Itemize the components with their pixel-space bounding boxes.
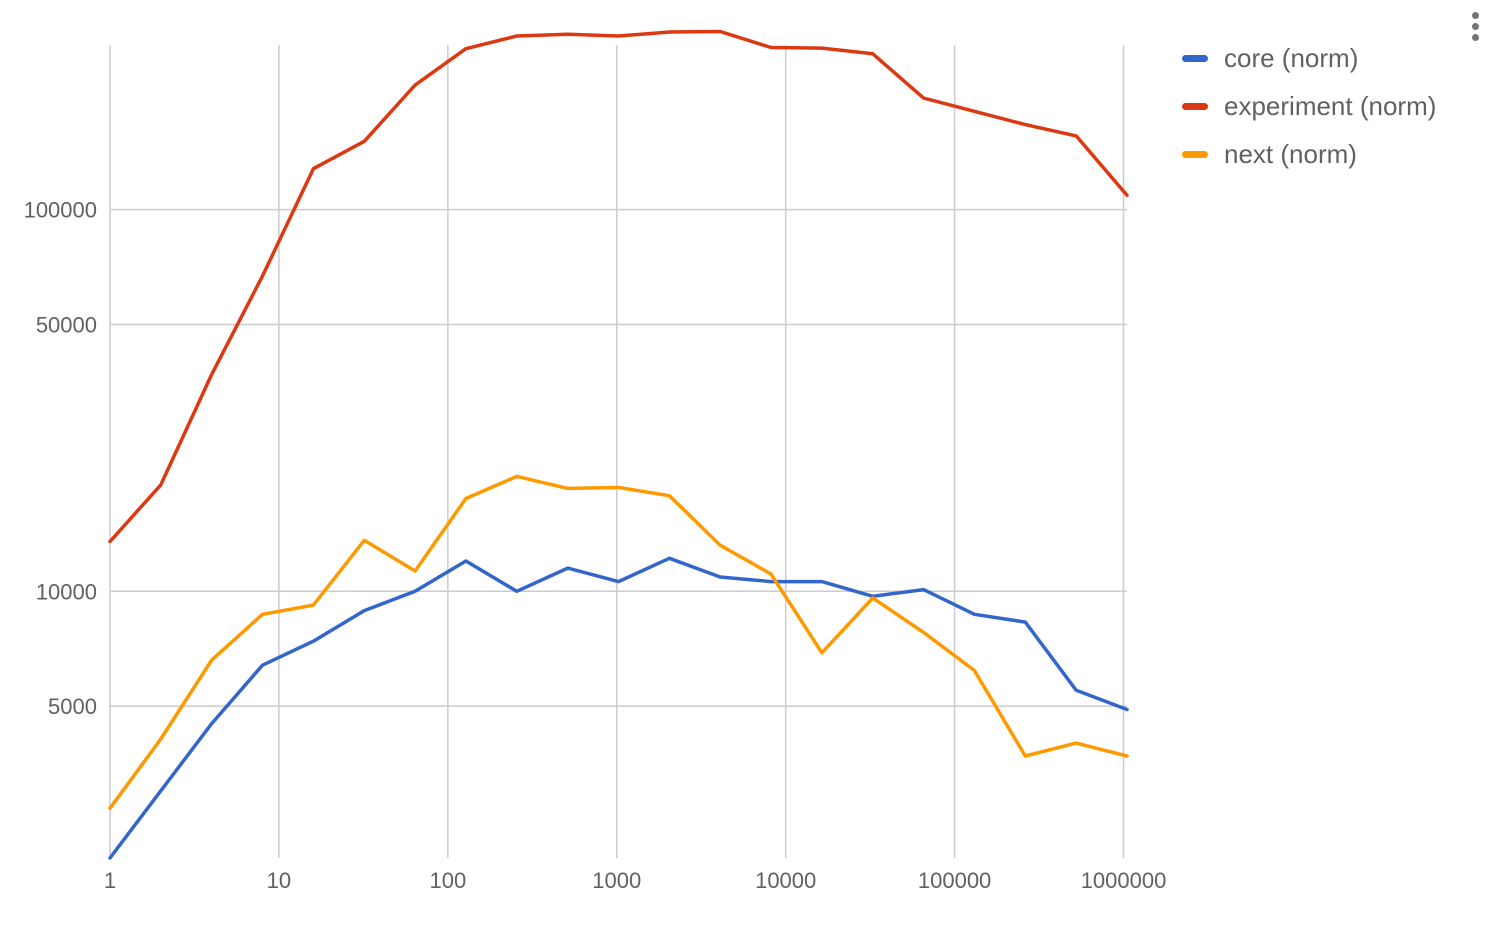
x-tick-label: 100	[429, 868, 466, 893]
legend-item-experiment[interactable]: experiment (norm)	[1182, 82, 1436, 130]
y-tick-label: 100000	[24, 198, 97, 223]
series-line-next	[108, 474, 1129, 811]
y-tick-label: 50000	[36, 313, 97, 338]
menu-dot	[1471, 11, 1479, 19]
x-tick-label: 1000	[592, 868, 641, 893]
y-tick-label: 10000	[36, 579, 97, 604]
grid-lines	[109, 45, 1127, 858]
more-vertical-icon[interactable]	[1462, 8, 1488, 44]
y-tick-label: 5000	[48, 694, 97, 719]
legend-item-next[interactable]: next (norm)	[1182, 130, 1436, 178]
menu-dot	[1471, 33, 1479, 41]
x-tick-label: 10	[267, 868, 291, 893]
legend-swatch-next	[1182, 150, 1208, 158]
legend-label-next: next (norm)	[1224, 138, 1357, 169]
menu-dot	[1471, 22, 1479, 30]
legend-swatch-core	[1182, 54, 1208, 62]
series-line-core	[108, 556, 1129, 860]
x-tick-label: 1	[104, 868, 116, 893]
axis-tick-labels: 1 10 100 1000 10000 100000 1000000 5000 10000 500…	[24, 198, 1167, 893]
series-line-experiment	[108, 29, 1129, 544]
legend-item-core[interactable]: core (norm)	[1182, 34, 1436, 82]
legend: core (norm) experiment (norm) next (norm…	[1182, 34, 1436, 178]
x-tick-label: 1000000	[1081, 868, 1167, 893]
legend-label-core: core (norm)	[1224, 42, 1359, 73]
legend-label-experiment: experiment (norm)	[1224, 90, 1437, 121]
x-tick-label: 100000	[918, 868, 991, 893]
x-tick-label: 10000	[755, 868, 816, 893]
series-lines	[108, 29, 1129, 860]
legend-swatch-experiment	[1182, 102, 1208, 110]
